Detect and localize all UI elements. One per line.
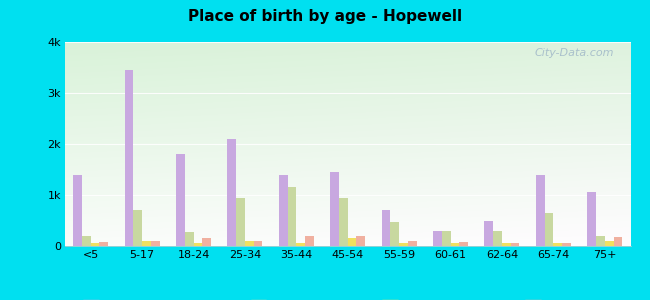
- Bar: [91, 244, 99, 246]
- Bar: [279, 175, 287, 246]
- Bar: [604, 241, 614, 246]
- Bar: [73, 175, 82, 246]
- Bar: [356, 236, 365, 246]
- Bar: [287, 187, 296, 246]
- Legend: Born in state of residence, Born in other state, Native, outside of US, Foreign-: Born in state of residence, Born in othe…: [79, 296, 617, 300]
- Bar: [236, 197, 245, 246]
- Bar: [536, 175, 545, 246]
- Bar: [460, 242, 468, 246]
- Bar: [399, 244, 408, 246]
- Bar: [330, 172, 339, 246]
- Bar: [391, 221, 399, 246]
- Bar: [450, 244, 460, 246]
- Text: Place of birth by age - Hopewell: Place of birth by age - Hopewell: [188, 9, 462, 24]
- Bar: [99, 242, 108, 246]
- Bar: [176, 154, 185, 246]
- Bar: [484, 220, 493, 246]
- Bar: [133, 210, 142, 246]
- Bar: [185, 232, 194, 246]
- Bar: [442, 231, 450, 246]
- Bar: [588, 193, 596, 246]
- Bar: [545, 213, 553, 246]
- Bar: [553, 244, 562, 246]
- Bar: [202, 238, 211, 246]
- Bar: [382, 210, 391, 246]
- Bar: [614, 237, 622, 246]
- Bar: [433, 231, 442, 246]
- Bar: [151, 241, 160, 246]
- Bar: [254, 241, 263, 246]
- Bar: [493, 231, 502, 246]
- Bar: [596, 236, 605, 246]
- Bar: [245, 241, 254, 246]
- Bar: [227, 139, 236, 246]
- Bar: [82, 236, 91, 246]
- Bar: [408, 241, 417, 246]
- Bar: [562, 244, 571, 246]
- Bar: [348, 238, 356, 246]
- Bar: [142, 241, 151, 246]
- Bar: [511, 244, 519, 246]
- Bar: [296, 244, 305, 246]
- Bar: [305, 236, 314, 246]
- Text: City-Data.com: City-Data.com: [534, 48, 614, 58]
- Bar: [502, 244, 511, 246]
- Bar: [125, 70, 133, 246]
- Bar: [194, 244, 202, 246]
- Bar: [339, 197, 348, 246]
